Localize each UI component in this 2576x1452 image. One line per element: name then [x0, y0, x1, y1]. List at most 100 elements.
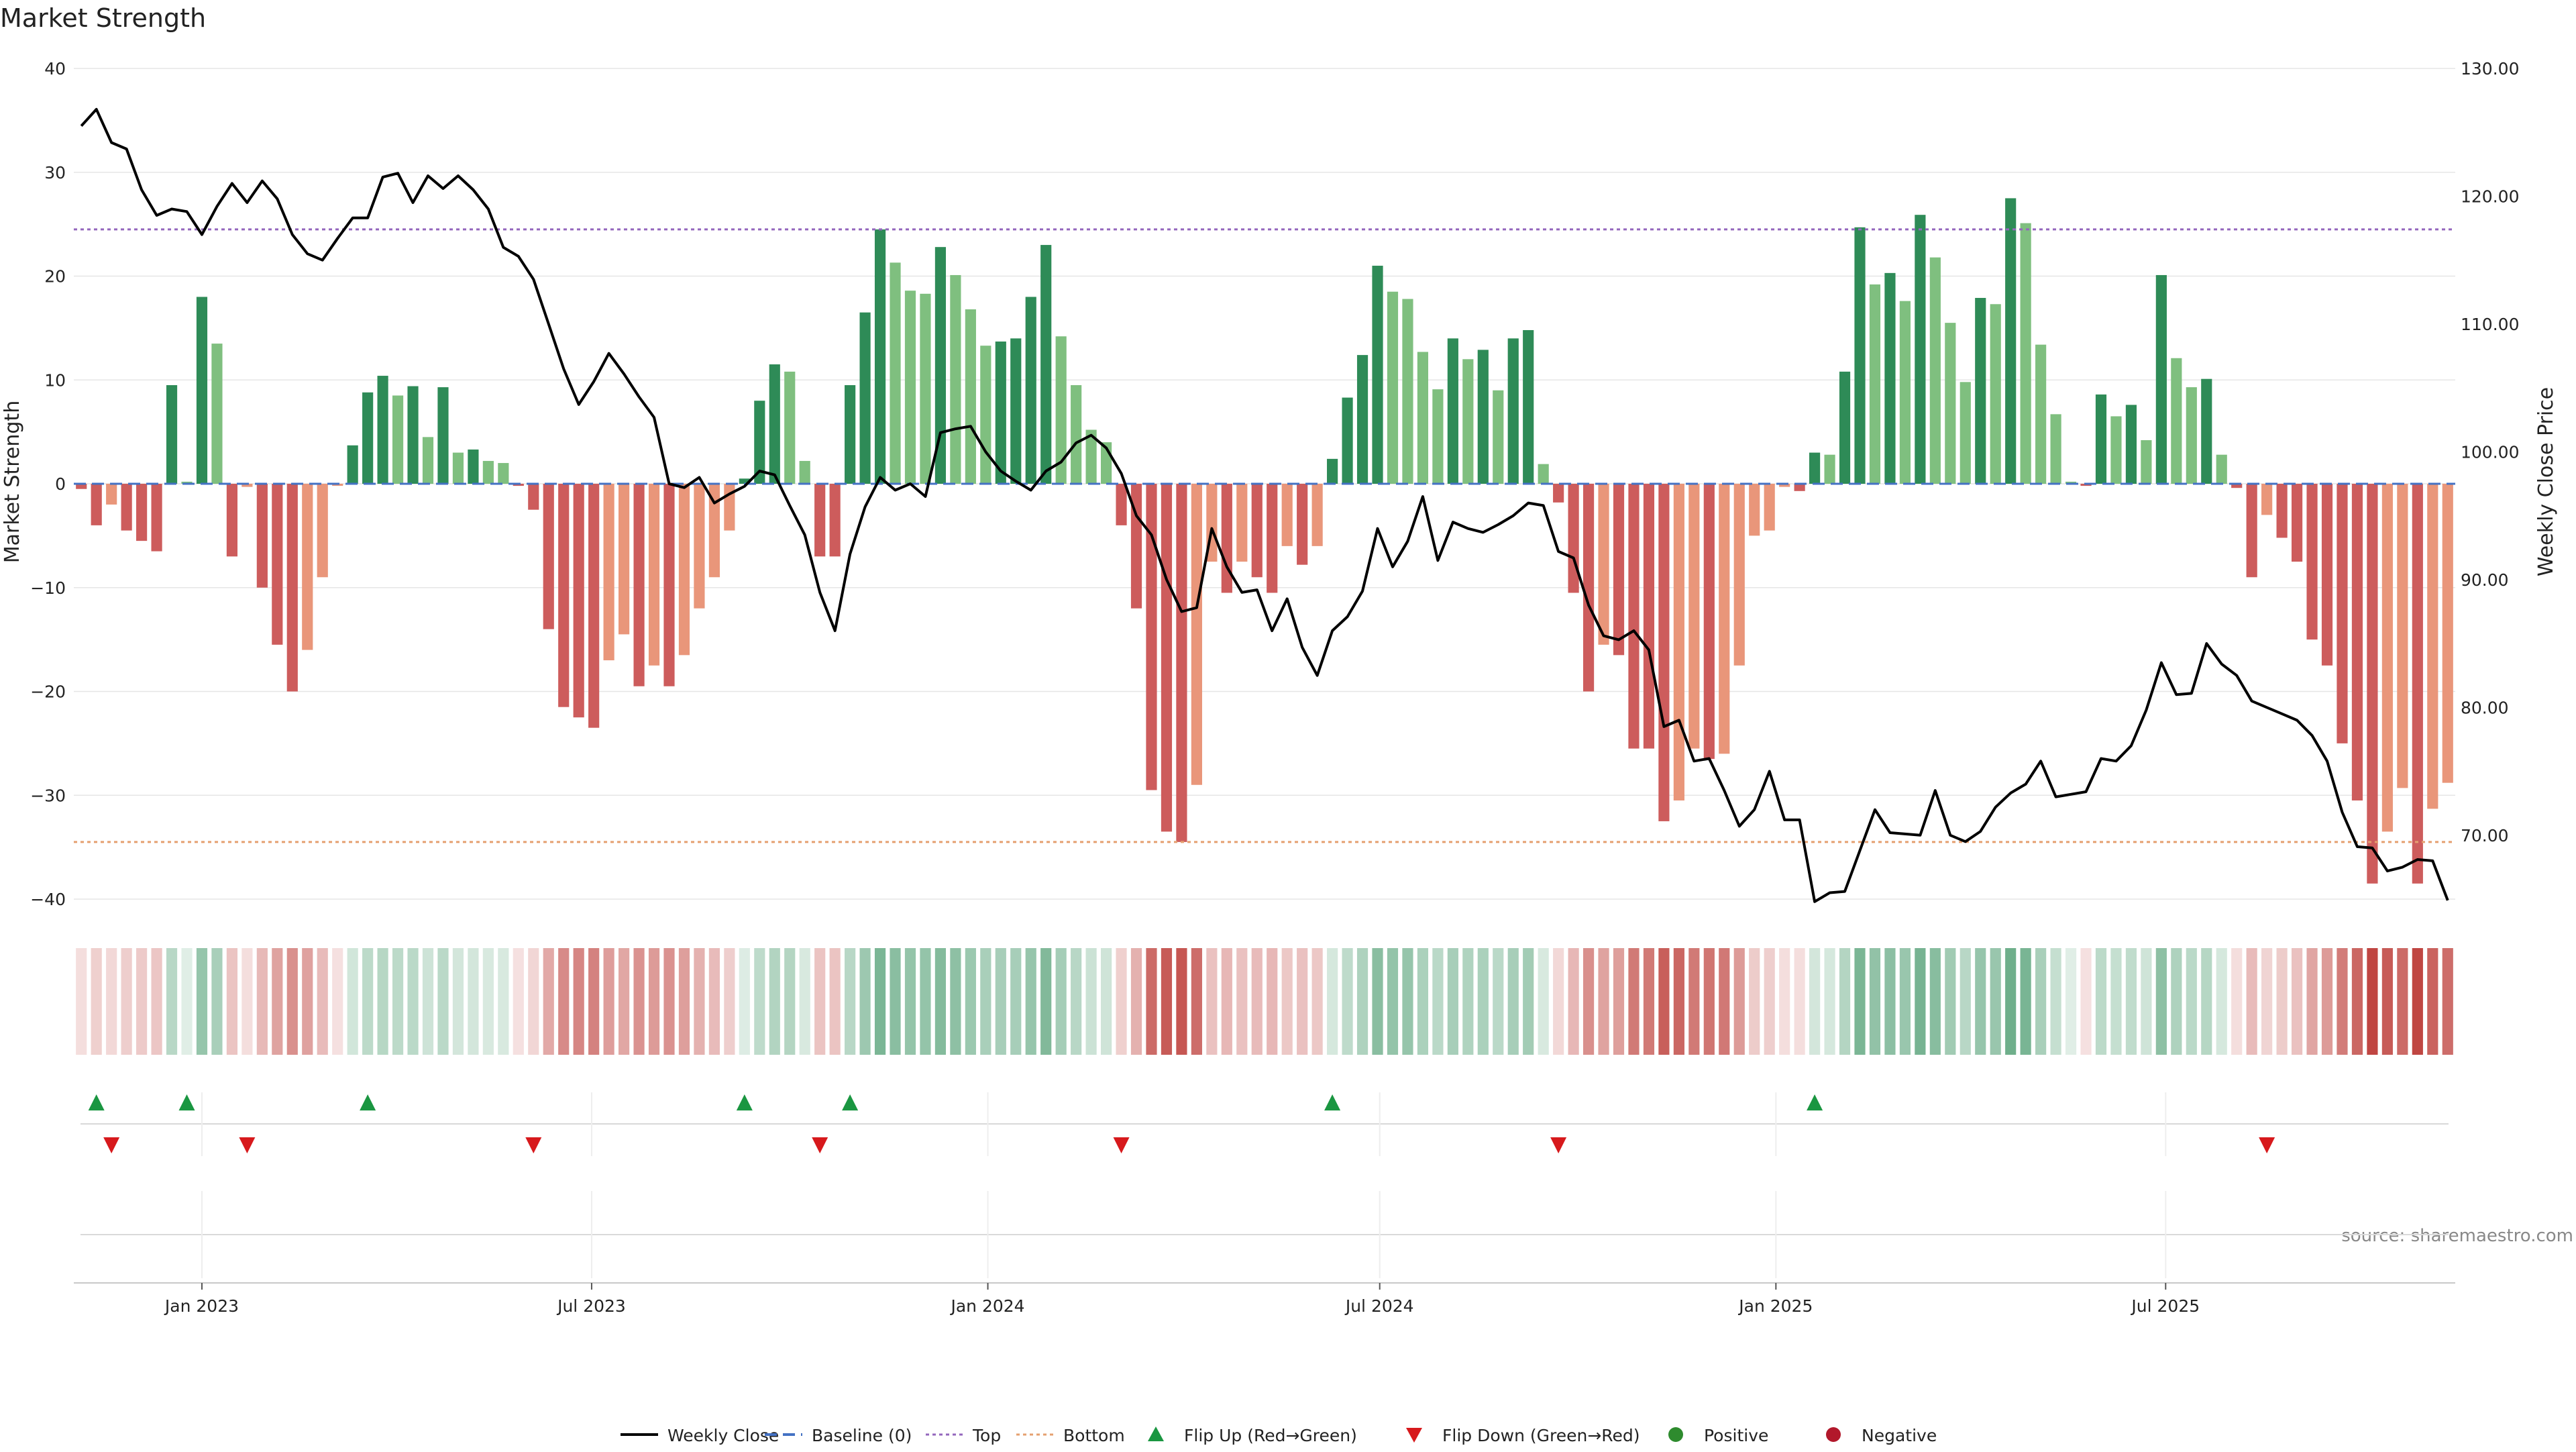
strength-bar [2306, 484, 2318, 640]
strength-bar [2020, 223, 2031, 484]
heat-cell [2080, 948, 2092, 1055]
heat-cell [2351, 948, 2363, 1055]
legend-tri-up-icon [1148, 1427, 1164, 1441]
strength-bar [1356, 355, 1368, 484]
strength-bar [1040, 245, 1052, 484]
x-tick-label: Jan 2024 [949, 1296, 1024, 1316]
strength-bar [1764, 484, 1775, 531]
flip-down-marker [525, 1137, 542, 1153]
y2-tick-label: 90.00 [2461, 570, 2509, 590]
heat-cell [1161, 948, 1173, 1055]
y-axis-ticks: 40 30 20 10 0 −10 −20 −30 −40 [30, 59, 66, 909]
strength-bar [1643, 484, 1655, 749]
heat-cell [1297, 948, 1308, 1055]
heat-cell [2186, 948, 2197, 1055]
heat-cell [1960, 948, 1971, 1055]
strength-bar [739, 478, 750, 484]
strength-bar [1869, 284, 1881, 484]
weekly-close-line [80, 107, 2449, 903]
strength-bar [2321, 484, 2333, 666]
strength-bar [1582, 484, 1595, 692]
heat-cell [1764, 948, 1775, 1055]
strength-bar [934, 247, 947, 484]
heat-cell [904, 948, 916, 1055]
heat-cell [1356, 948, 1368, 1055]
y-axis-label: Market Strength [1, 401, 24, 563]
heat-cell [784, 948, 796, 1055]
strength-bar [2337, 484, 2348, 743]
strength-bar [302, 484, 313, 650]
strength-bar [1010, 338, 1022, 484]
x-tick-label: Jul 2024 [1344, 1296, 1414, 1316]
strength-bar [256, 484, 268, 588]
heat-cell [498, 948, 509, 1055]
strength-bar [1432, 389, 1444, 484]
heat-cell [166, 948, 178, 1055]
strength-bar [1733, 484, 1745, 666]
heat-cell [950, 948, 961, 1055]
flip-up-marker [1807, 1094, 1823, 1110]
strength-heat-strip [76, 948, 2453, 1055]
strength-bar [392, 395, 404, 484]
heat-cell [1251, 948, 1263, 1055]
strength-bar [1085, 429, 1097, 484]
heat-cell [678, 948, 690, 1055]
heat-cell [1342, 948, 1353, 1055]
x-tick-label: Jan 2025 [1737, 1296, 1813, 1316]
heat-cell [1100, 948, 1112, 1055]
source-credit: source: sharemaestro.com [2341, 1226, 2573, 1246]
flip-up-marker [88, 1094, 105, 1110]
heat-cell [663, 948, 675, 1055]
strength-bar [1673, 484, 1684, 800]
strength-bar [2246, 484, 2257, 578]
legend-circle-icon [1826, 1427, 1841, 1442]
heat-cell [814, 948, 826, 1055]
heat-cell [1945, 948, 1956, 1055]
strength-bar [2381, 484, 2393, 832]
heat-cell [2155, 948, 2167, 1055]
chart-title: Market Strength [0, 3, 206, 33]
strength-bar [1688, 484, 1700, 749]
heat-cell [1025, 948, 1036, 1055]
heat-cell [452, 948, 464, 1055]
heat-cell [1432, 948, 1444, 1055]
flip-up-marker [842, 1094, 859, 1110]
heat-cell [1417, 948, 1429, 1055]
heat-cell [2427, 948, 2438, 1055]
legend-item: Negative [1826, 1426, 1937, 1445]
flip-down-marker [2259, 1137, 2275, 1153]
strength-bar [2125, 405, 2137, 484]
heat-cell [588, 948, 600, 1055]
y-tick-label: 10 [44, 370, 66, 390]
strength-bar [2186, 387, 2197, 484]
heat-cell [422, 948, 434, 1055]
heat-cell [1477, 948, 1489, 1055]
flip-down-marker [812, 1137, 828, 1153]
heat-cell [2291, 948, 2303, 1055]
strength-bar [950, 274, 961, 484]
strength-bar [1025, 297, 1036, 484]
strength-bar [965, 309, 976, 484]
heat-cell [859, 948, 871, 1055]
strength-bar [2397, 484, 2408, 788]
heat-cell [241, 948, 253, 1055]
heat-cell [362, 948, 374, 1055]
heat-cell [256, 948, 268, 1055]
strength-bar [317, 484, 328, 578]
strength-bar [980, 346, 991, 484]
heat-cell [1824, 948, 1835, 1055]
heat-cell [437, 948, 449, 1055]
strength-bar [1116, 484, 1127, 525]
heat-cell [2321, 948, 2333, 1055]
heat-cell [1085, 948, 1097, 1055]
strength-bar [241, 484, 253, 487]
legend-item: Flip Up (Red→Green) [1148, 1426, 1357, 1445]
strength-bar [1191, 484, 1202, 785]
strength-bar [859, 312, 871, 484]
strength-bar [1719, 484, 1730, 754]
heat-cell [2125, 948, 2137, 1055]
strength-bar [377, 376, 388, 484]
heat-cell [151, 948, 162, 1055]
strength-bar [573, 484, 584, 718]
